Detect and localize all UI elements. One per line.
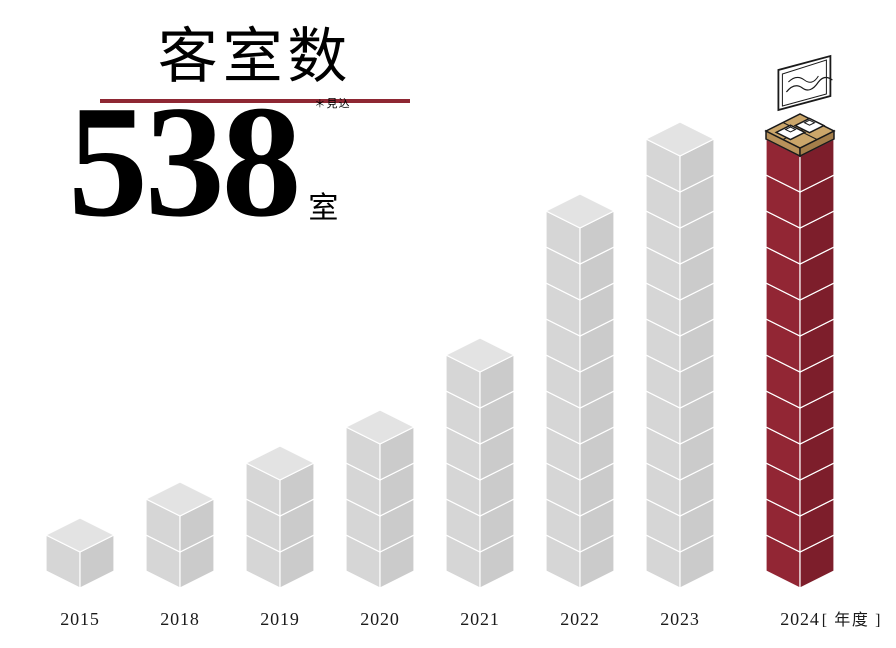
bar-chart: [0, 0, 896, 648]
x-axis-year: 2021: [460, 609, 500, 630]
x-axis-year: 2024: [780, 609, 820, 630]
x-axis-year: 2022: [560, 609, 600, 630]
x-axis-year: 2020: [360, 609, 400, 630]
x-axis-unit-label: [ 年度 ]: [822, 606, 882, 630]
x-axis-year: 2018: [160, 609, 200, 630]
x-axis-year: 2019: [260, 609, 300, 630]
x-axis-year: 2023: [660, 609, 700, 630]
x-axis-year: 2015: [60, 609, 100, 630]
